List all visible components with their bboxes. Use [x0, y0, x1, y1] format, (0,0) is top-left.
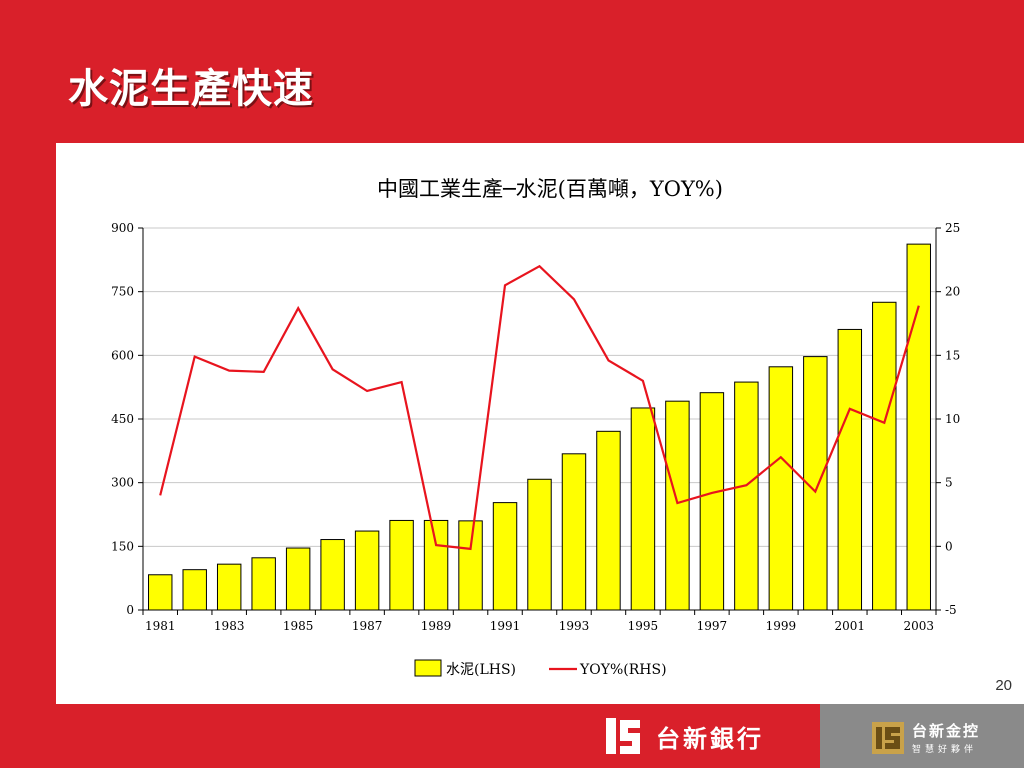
y-right-tick-label: 0 — [945, 539, 953, 553]
y-right-tick-label: 20 — [945, 285, 960, 299]
bar-cement-1985 — [285, 547, 311, 611]
x-tick-label-1999: 1999 — [766, 619, 797, 633]
bar-cement-1995 — [630, 407, 656, 611]
bar-cement-1984 — [251, 557, 276, 611]
chart-panel: 中國工業生產─水泥(百萬噸，YOY%) 0 150 300 450 600 750 900-… — [56, 143, 1024, 704]
x-tick-label-1995: 1995 — [628, 619, 659, 633]
slide-title: 水泥生產快速 — [68, 66, 314, 112]
x-tick-label-1983: 1983 — [214, 619, 245, 633]
legend-swatch-cement — [414, 659, 442, 677]
y-right-tick-label: -5 — [945, 603, 957, 617]
y-right-tick-label: 25 — [945, 221, 960, 235]
y-left-tick-label: 150 — [111, 539, 134, 553]
bar-cement-1991 — [492, 502, 518, 611]
holding-brand-panel: 台新金控 智慧好夥伴 — [820, 704, 1024, 768]
page-number: 20 — [995, 677, 1012, 694]
bar-cement-2001 — [837, 328, 863, 611]
bank-name: 台新銀行 — [656, 724, 764, 753]
x-tick-label-1981: 1981 — [145, 619, 176, 633]
x-tick-label-1993: 1993 — [559, 619, 590, 633]
x-tick-label-1991: 1991 — [490, 619, 521, 633]
x-tick-label-1989: 1989 — [421, 619, 452, 633]
y-left-tick-label: 900 — [111, 221, 134, 235]
bar-cement-1993 — [561, 453, 587, 611]
y-left-tick-label: 450 — [111, 412, 134, 426]
bar-cement-1987 — [354, 530, 380, 611]
y-right-tick-label: 5 — [945, 476, 953, 490]
bar-cement-1998 — [734, 381, 759, 611]
bar-cement-1989 — [423, 519, 449, 611]
bar-cement-1990 — [458, 520, 483, 611]
y-left-tick-label: 750 — [111, 285, 134, 299]
holding-name: 台新金控 — [912, 722, 981, 740]
bar-cement-1997 — [699, 392, 725, 611]
bar-cement-1981 — [148, 574, 173, 611]
bar-cement-1983 — [216, 563, 242, 611]
taishin-holding-logo-icon — [872, 722, 904, 754]
bar-cement-1999 — [768, 366, 794, 611]
footer-bar — [0, 704, 820, 768]
bar-cement-1986 — [320, 539, 345, 611]
line-yoy — [159, 264, 920, 551]
holding-tagline: 智慧好夥伴 — [912, 745, 978, 755]
bar-cement-1982 — [182, 569, 207, 611]
x-tick-label-2003: 2003 — [903, 619, 934, 633]
bank-brand: 台新銀行 — [604, 716, 764, 756]
bar-cement-1996 — [665, 400, 690, 611]
y-left-tick-label: 300 — [111, 476, 134, 490]
bar-cement-1994 — [596, 430, 621, 611]
chart-title: 中國工業生產─水泥(百萬噸，YOY%) — [377, 177, 723, 201]
taishin-logo-icon — [606, 718, 640, 754]
bar-cement-1992 — [527, 478, 552, 611]
chart: 0 150 300 450 600 750 900 -5 0 5 10 15 20 25 1981 1983 1… — [111, 221, 960, 678]
x-tick-label-1985: 1985 — [283, 619, 314, 633]
x-tick-label-2001: 2001 — [835, 619, 866, 633]
y-left-tick-label: 600 — [111, 348, 134, 362]
bar-cement-2003 — [906, 243, 931, 611]
x-tick-label-1997: 1997 — [697, 619, 728, 633]
y-left-tick-label: 0 — [126, 603, 134, 617]
y-right-tick-label: 15 — [945, 348, 960, 362]
legend-label-cement: 水泥(LHS) — [446, 662, 516, 678]
bar-cement-1988 — [389, 519, 414, 611]
bar-cement-2002 — [872, 301, 897, 611]
legend-label-yoy: YOY%(RHS) — [579, 662, 667, 678]
x-tick-label-1987: 1987 — [352, 619, 383, 633]
y-right-tick-label: 10 — [945, 412, 960, 426]
